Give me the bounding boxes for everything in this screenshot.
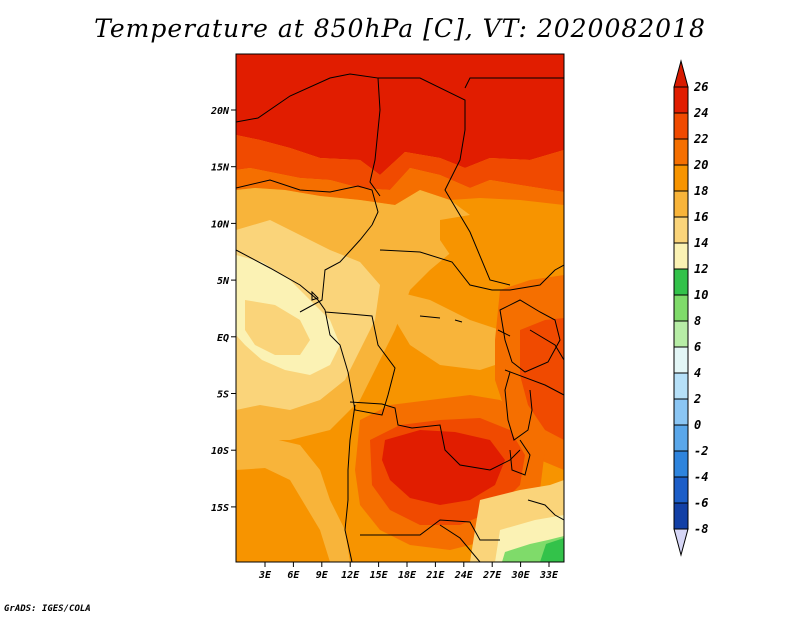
contour-t26-south [382, 430, 505, 505]
lon-tick-label: 6E [287, 570, 300, 581]
lon-tick-label: 3E [258, 570, 272, 581]
lon-tick-label: 15E [370, 570, 389, 581]
colorbar-swatch [673, 294, 689, 322]
colorbar-label: -2 [694, 444, 708, 458]
colorbar-label: -6 [694, 496, 708, 510]
colorbar-swatch [673, 190, 689, 218]
colorbar-label: -4 [694, 470, 708, 484]
lon-tick-label: 21E [425, 570, 445, 581]
country-borders [236, 73, 564, 562]
longitude-axis: 3E 6E 9E 12E 15E 18E 21E 24E 27E 30E 33E [258, 562, 559, 581]
temperature-field [236, 54, 564, 562]
contour-t20-southwest [236, 468, 330, 562]
colorbar-label: 26 [693, 80, 708, 94]
colorbar-swatch [673, 450, 689, 478]
colorbar-swatch [673, 164, 689, 192]
grads-credit: GrADS: IGES/COLA [4, 604, 91, 614]
colorbar-swatch [673, 112, 689, 140]
colorbar-swatch [673, 216, 689, 244]
lon-tick-label: 12E [341, 570, 360, 581]
colorbar-bottom-arrow [673, 528, 689, 557]
colorbar-label: 18 [694, 184, 708, 198]
colorbar-swatch [673, 346, 689, 374]
colorbar-label: 2 [693, 392, 701, 406]
lat-tick-label: 10N [211, 219, 230, 230]
lon-tick-label: 9E [316, 570, 329, 581]
colorbar-label: 22 [693, 132, 708, 146]
lon-tick-label: 27E [482, 570, 502, 581]
colorbar-label: 20 [693, 158, 708, 172]
contour-t24-east [520, 318, 564, 440]
colorbar-label: 24 [693, 106, 708, 120]
lon-tick-label: 24E [454, 570, 474, 581]
colorbar-swatch [673, 424, 689, 452]
colorbar-swatch [673, 372, 689, 400]
colorbar-label: 10 [694, 288, 708, 302]
colorbar-swatch [673, 242, 689, 270]
colorbar-label: 16 [694, 210, 708, 224]
colorbar-label: -8 [694, 522, 708, 536]
colorbar-label: 12 [694, 262, 708, 276]
lat-tick-label: 15N [211, 163, 230, 174]
contour-t24-north [236, 135, 564, 192]
colorbar-label: 6 [694, 340, 701, 354]
lon-tick-label: 18E [398, 570, 417, 581]
colorbar-swatch [673, 268, 689, 296]
lat-tick-label: 15S [211, 503, 229, 514]
lat-tick-label: 5N [217, 276, 230, 287]
colorbar-swatch [673, 398, 689, 426]
contour-t22-north [236, 168, 564, 205]
contour-t16-gabon [245, 300, 310, 355]
colorbar-label: 8 [694, 314, 701, 328]
lon-tick-label: 33E [539, 570, 559, 581]
lat-tick-label: 10S [211, 446, 229, 457]
lat-tick-label: 5S [217, 390, 229, 401]
contour-t20-center [440, 215, 564, 300]
colorbar-swatch [673, 86, 689, 114]
colorbar-label: 0 [694, 418, 701, 432]
colorbar-label: 14 [694, 236, 708, 250]
contour-t18-center [390, 290, 510, 370]
contour-t12-southeast [540, 538, 564, 562]
colorbar-swatch [673, 502, 689, 530]
contour-t26-north [236, 54, 564, 175]
map-frame [235, 53, 565, 563]
colorbar-label: 4 [694, 366, 701, 380]
lat-tick-label: 20N [210, 106, 230, 117]
lat-tick-label: EQ [217, 333, 229, 344]
latitude-axis: 20N 15N 10N 5N EQ 5S 10S 15S [210, 106, 236, 514]
colorbar-swatch [673, 320, 689, 348]
map-title: Temperature at 850hPa [C], VT: 202008201… [94, 14, 706, 43]
colorbar-swatch [673, 476, 689, 504]
colorbar-top-arrow [673, 59, 689, 88]
lon-tick-label: 30E [511, 570, 531, 581]
colorbar-swatch [673, 138, 689, 166]
